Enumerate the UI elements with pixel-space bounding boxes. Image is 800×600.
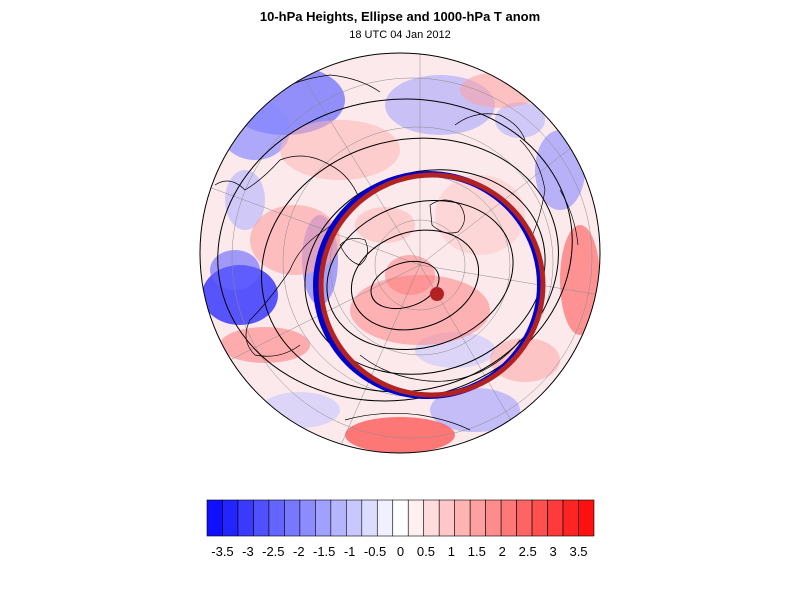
cold-patch	[210, 250, 260, 290]
colorbar-swatch	[516, 499, 533, 537]
colorbar-swatch	[531, 499, 548, 537]
colorbar-tick-label: -3	[242, 544, 254, 559]
colorbar-tick-label: -3.5	[211, 544, 233, 559]
colorbar-swatch	[315, 499, 332, 537]
colorbar-swatch	[253, 499, 270, 537]
chart-subtitle: 18 UTC 04 Jan 2012	[349, 29, 451, 41]
colorbar-swatch	[454, 499, 471, 537]
colorbar-swatch	[562, 499, 579, 537]
colorbar-swatch	[284, 499, 301, 537]
warm-patch	[490, 338, 560, 382]
colorbar-swatch	[423, 499, 440, 537]
colorbar-swatch	[578, 499, 595, 537]
warm-patch	[345, 417, 455, 453]
cold-patch	[225, 170, 265, 230]
colorbar-swatch	[407, 499, 425, 537]
colorbar-swatch	[222, 499, 239, 537]
colorbar-tick-label: 2	[499, 544, 506, 559]
chart-title: 10-hPa Heights, Ellipse and 1000-hPa T a…	[259, 9, 541, 24]
warm-patch	[280, 120, 400, 180]
cold-patch	[430, 388, 520, 432]
colorbar-tick-label: -2	[293, 544, 305, 559]
height-contours	[217, 98, 573, 402]
vortex-center-dot	[430, 287, 444, 301]
height-contour	[370, 260, 440, 310]
colorbar-tick-label: 0.5	[417, 544, 435, 559]
colorbar-swatch	[438, 499, 455, 537]
colorbar-swatch	[330, 499, 347, 537]
height-contour	[326, 199, 514, 351]
colorbar-swatch	[392, 499, 409, 537]
colorbar-tick-label: 3.5	[569, 544, 587, 559]
colorbar-swatch	[346, 499, 363, 537]
colorbar-swatch	[206, 499, 223, 537]
warm-patch	[435, 175, 525, 255]
colorbar-swatch	[299, 499, 316, 537]
colorbar-swatch	[547, 499, 564, 537]
colorbar-swatch	[500, 499, 517, 537]
colorbar-tick-label: -1.5	[313, 544, 335, 559]
colorbar-tick-label: -1	[344, 544, 356, 559]
colorbar-tick-label: 1.5	[468, 544, 486, 559]
height-contour	[350, 229, 480, 331]
colorbar-tick-label: -2.5	[262, 544, 284, 559]
colorbar-swatch	[361, 499, 378, 537]
colorbar-tick-label: -0.5	[364, 544, 386, 559]
vortex-ellipse	[318, 172, 546, 398]
colorbar-tick-label: 1	[448, 544, 455, 559]
colorbar-swatch	[485, 499, 502, 537]
warm-patch	[560, 225, 600, 335]
colorbar-tick-label: 2.5	[519, 544, 537, 559]
colorbar-tick-label: 3	[549, 544, 556, 559]
colorbar-swatch	[268, 499, 285, 537]
warm-patch	[385, 255, 435, 295]
colorbar-swatch	[376, 499, 394, 537]
colorbar-swatch	[237, 499, 254, 537]
cold-patch	[495, 102, 545, 138]
height-contour	[261, 137, 559, 393]
colorbar-tick-label: 0	[397, 544, 404, 559]
globe-border	[199, 52, 601, 454]
colorbar-swatch	[469, 499, 486, 537]
